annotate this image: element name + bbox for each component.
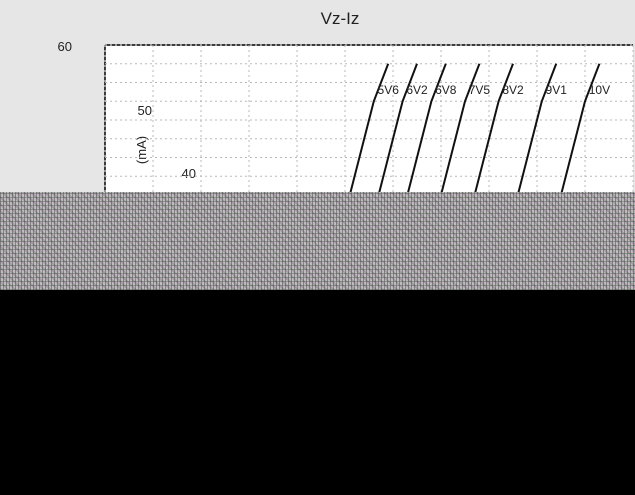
series-label-6v2: 6V2 (406, 83, 428, 97)
series-label-5v6: 5V6 (378, 83, 400, 97)
series-lines (348, 63, 601, 196)
grid-lines (104, 44, 634, 195)
chart-title: Vz-Iz (321, 9, 360, 28)
series-line-10v (560, 63, 601, 196)
series-line-5v6 (348, 63, 390, 196)
series-label-8v2: 8V2 (502, 83, 524, 97)
series-line-6v2 (377, 63, 418, 196)
series-label-10v: 10V (589, 83, 610, 97)
series-line-7v5 (440, 63, 481, 196)
series-label-7v5: 7V5 (469, 83, 491, 97)
y-tick-label-50: 50 (138, 103, 152, 118)
corrupted-noise-band (0, 192, 635, 290)
series-line-9v1 (516, 63, 558, 196)
series-line-8v2 (473, 63, 514, 196)
series-line-6v8 (406, 63, 447, 196)
y-axis-label: (mA) (134, 136, 149, 164)
series-labels: 5V6 6V2 6V8 7V5 8V2 9V1 10V (378, 83, 611, 97)
y-tick-label-40: 40 (182, 166, 196, 181)
series-label-6v8: 6V8 (435, 83, 457, 97)
blank-black-area (0, 290, 635, 495)
y-tick-label-60: 60 (58, 39, 72, 54)
series-label-9v1: 9V1 (546, 83, 568, 97)
